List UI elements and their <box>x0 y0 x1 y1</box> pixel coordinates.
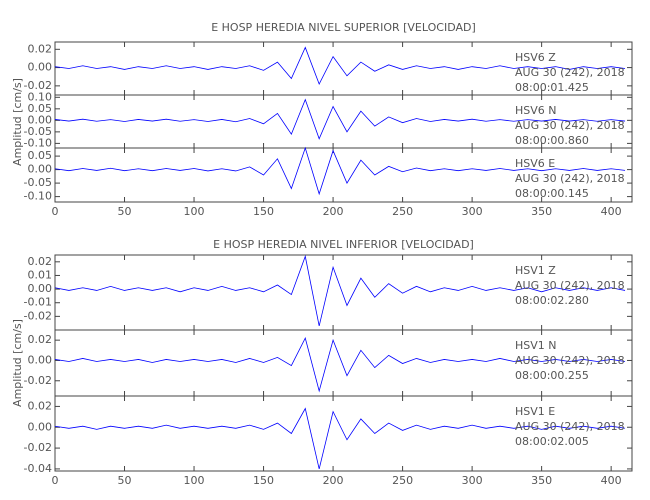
time-label: 08:00:01.425 <box>515 81 589 94</box>
x-tick-label: 50 <box>118 474 132 487</box>
station-label: HSV6 E <box>515 157 555 170</box>
x-tick-label: 350 <box>531 205 552 218</box>
y-tick-label: -0.10 <box>24 190 52 203</box>
x-tick-label: 250 <box>392 474 413 487</box>
y-tick-label: -0.05 <box>24 125 52 138</box>
y-tick-label: 0.02 <box>28 42 53 55</box>
y-tick-label: -0.10 <box>24 136 52 149</box>
date-label: AUG 30 (242), 2018 <box>515 420 625 433</box>
time-label: 08:00:02.280 <box>515 294 589 307</box>
y-tick-label: -0.05 <box>24 176 52 189</box>
panel-frame <box>54 395 633 472</box>
y-tick-label: 0.00 <box>28 163 53 176</box>
x-tick-label: 50 <box>118 205 132 218</box>
x-tick-label: 400 <box>601 474 622 487</box>
y-tick-label: -0.02 <box>24 374 52 387</box>
y-tick-label: 0.02 <box>28 399 53 412</box>
station-label: HSV1 E <box>515 405 555 418</box>
date-label: AUG 30 (242), 2018 <box>515 172 625 185</box>
time-label: 08:00:00.860 <box>515 134 589 147</box>
waveform <box>54 254 626 327</box>
y-tick-label: 0.05 <box>28 102 53 115</box>
x-tick-label: 0 <box>52 474 59 487</box>
station-label: HSV6 N <box>515 104 557 117</box>
waveform <box>54 98 626 140</box>
x-tick-label: 400 <box>601 205 622 218</box>
x-tick-label: 150 <box>253 205 274 218</box>
y-tick-label: 0.00 <box>28 113 53 126</box>
y-tick-label: -0.02 <box>24 441 52 454</box>
y-tick-label: 0.02 <box>28 255 53 268</box>
y-tick-label: 0.00 <box>28 420 53 433</box>
x-tick-label: 200 <box>323 474 344 487</box>
station-label: HSV1 N <box>515 339 557 352</box>
waveform <box>54 46 626 86</box>
y-tick-label: 0.00 <box>28 61 53 74</box>
y-axis-label: Amplitud [cm/s] <box>11 319 24 407</box>
waveform <box>54 337 626 393</box>
y-tick-label: 0.01 <box>28 268 53 281</box>
y-tick-label: -0.02 <box>24 79 52 92</box>
y-tick-label: -0.01 <box>24 296 52 309</box>
waveform <box>54 407 626 470</box>
panel-frame <box>54 147 633 203</box>
chart-title: E HOSP HEREDIA NIVEL INFERIOR [VELOCIDAD… <box>213 238 474 251</box>
y-tick-label: -0.04 <box>24 462 52 475</box>
y-tick-label: 0.00 <box>28 282 53 295</box>
station-label: HSV6 Z <box>515 51 556 64</box>
date-label: AUG 30 (242), 2018 <box>515 354 625 367</box>
x-tick-label: 350 <box>531 474 552 487</box>
x-tick-label: 250 <box>392 205 413 218</box>
waveform <box>54 146 626 196</box>
y-tick-label: 0.05 <box>28 149 53 162</box>
y-tick-label: 0.00 <box>28 353 53 366</box>
x-tick-label: 300 <box>462 205 483 218</box>
time-label: 08:00:02.005 <box>515 435 589 448</box>
date-label: AUG 30 (242), 2018 <box>515 119 625 132</box>
x-tick-label: 150 <box>253 474 274 487</box>
x-tick-label: 0 <box>52 205 59 218</box>
chart-title: E HOSP HEREDIA NIVEL SUPERIOR [VELOCIDAD… <box>211 21 476 34</box>
y-axis-label: Amplitud [cm/s] <box>11 78 24 166</box>
date-label: AUG 30 (242), 2018 <box>515 279 625 292</box>
date-label: AUG 30 (242), 2018 <box>515 66 625 79</box>
x-tick-label: 100 <box>184 474 205 487</box>
y-tick-label: -0.02 <box>24 309 52 322</box>
x-tick-label: 100 <box>184 205 205 218</box>
x-tick-label: 300 <box>462 474 483 487</box>
y-tick-label: 0.10 <box>28 90 53 103</box>
time-label: 08:00:00.255 <box>515 369 589 382</box>
time-label: 08:00:00.145 <box>515 187 589 200</box>
station-label: HSV1 Z <box>515 264 556 277</box>
x-tick-label: 200 <box>323 205 344 218</box>
y-tick-label: 0.02 <box>28 333 53 346</box>
